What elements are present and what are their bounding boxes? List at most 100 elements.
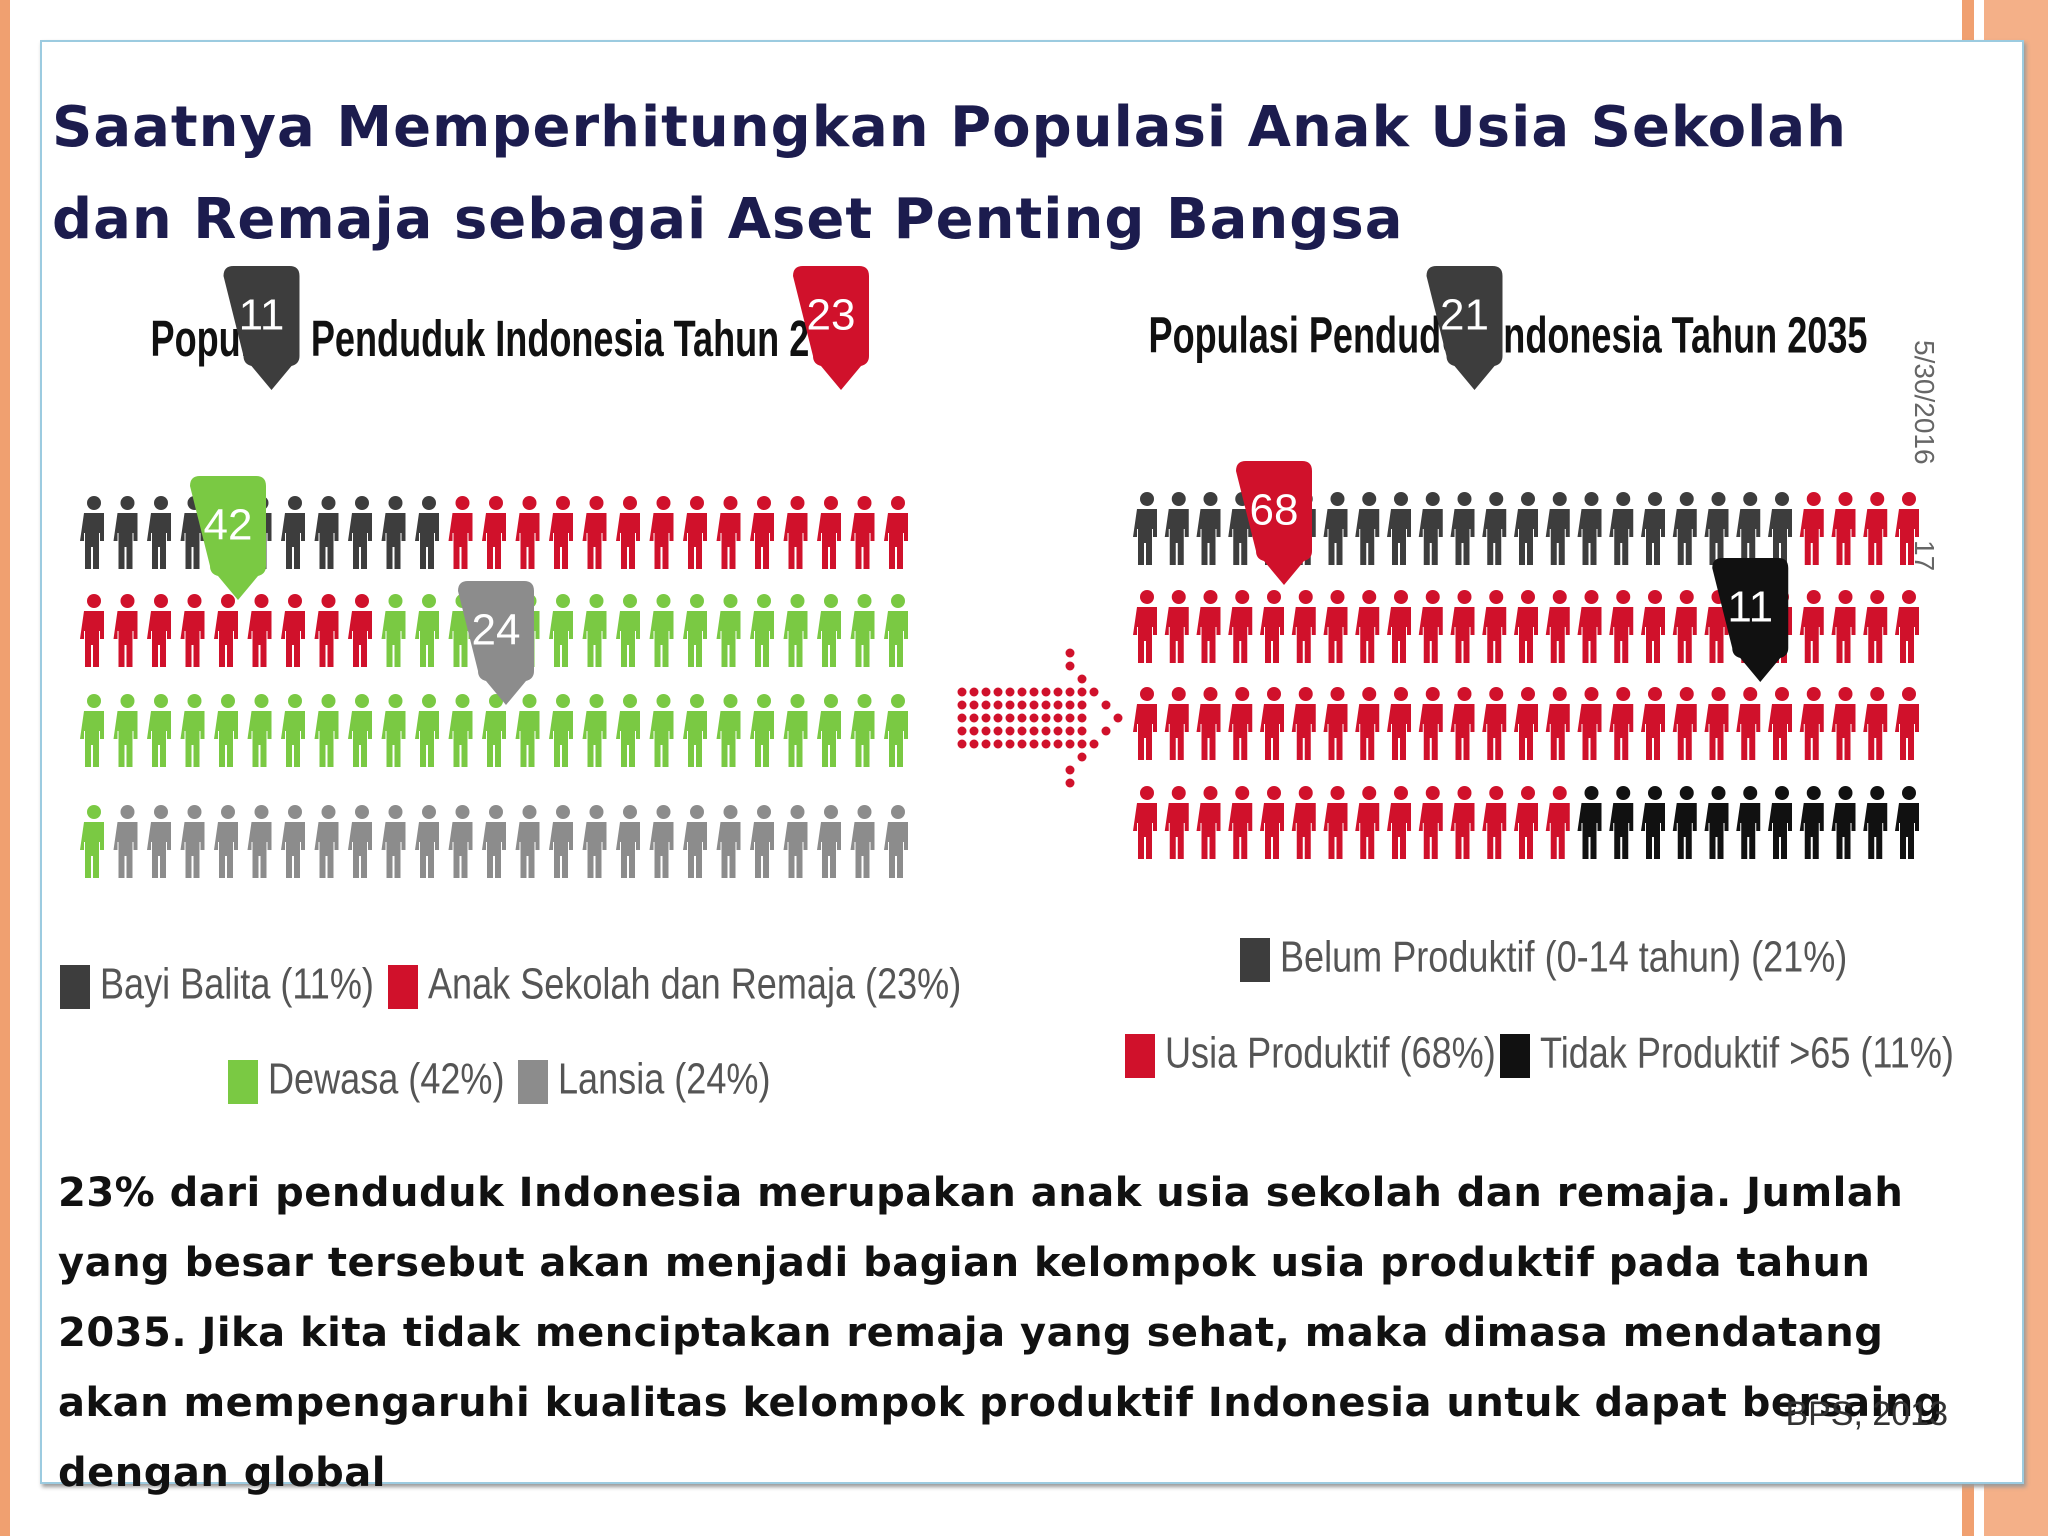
figure-head <box>824 694 838 708</box>
figure-body <box>817 611 841 667</box>
arrow-dot <box>1017 687 1027 697</box>
figure-body <box>247 822 272 878</box>
figure-head <box>1743 687 1758 701</box>
arrow-dot <box>1065 648 1075 658</box>
figure-body <box>348 711 372 767</box>
figure-body <box>850 711 875 767</box>
figure-body <box>1355 607 1380 663</box>
callout-label: 11 <box>239 291 285 340</box>
figure-body <box>1450 607 1475 663</box>
figure-head <box>757 694 771 708</box>
figure-head <box>321 805 336 819</box>
legend-label: Dewasa (42%) <box>268 1054 505 1103</box>
arrow-dot <box>1065 687 1075 697</box>
figure-body <box>1482 704 1507 760</box>
figure-body <box>1863 607 1888 663</box>
figure-body <box>1355 704 1380 760</box>
figure-head <box>1330 687 1345 701</box>
figure-body <box>1641 607 1665 663</box>
figure-body <box>616 513 640 569</box>
figure-body <box>1355 509 1380 565</box>
figure-group <box>80 496 908 667</box>
figure-head <box>723 496 738 510</box>
arrow-dot <box>1005 700 1015 710</box>
figure-body <box>716 822 741 878</box>
figure-head <box>1267 590 1281 604</box>
arrow-dot <box>993 713 1003 723</box>
figure-body <box>348 822 372 878</box>
arrow-dot <box>993 700 1003 710</box>
figure-head <box>1203 590 1218 604</box>
figure-head <box>422 496 436 510</box>
arrow-dot <box>1029 726 1039 736</box>
figure-body <box>1482 803 1507 859</box>
figure-head <box>1584 687 1599 701</box>
arrow-dot <box>1041 726 1051 736</box>
figure-body <box>1704 509 1729 565</box>
figure-head <box>623 496 637 510</box>
figure-head <box>254 594 269 608</box>
figure-body <box>482 822 506 878</box>
arrow-dot <box>1041 713 1051 723</box>
legend-label: Usia Produktif (68%) <box>1165 1028 1496 1077</box>
figure-body <box>415 822 439 878</box>
figure-body <box>1831 803 1856 859</box>
arrow-dot <box>1029 713 1039 723</box>
figure-body <box>1482 509 1507 565</box>
figure-head <box>1521 590 1535 604</box>
figure-body <box>884 513 908 569</box>
figure-head <box>1457 687 1472 701</box>
figure-head <box>1679 492 1694 506</box>
figure-head <box>790 805 805 819</box>
figure-body <box>1863 704 1888 760</box>
figure-body <box>1196 704 1221 760</box>
figure-body <box>415 513 439 569</box>
figure-body <box>1768 509 1792 565</box>
figure-body <box>1228 704 1253 760</box>
figure-body <box>683 513 707 569</box>
figure-body <box>649 711 674 767</box>
figure-body <box>314 513 339 569</box>
figure-body <box>1609 704 1634 760</box>
figure-head <box>891 594 905 608</box>
figure-head <box>1298 687 1313 701</box>
legend-label: Anak Sekolah dan Remaja (23%) <box>428 959 961 1008</box>
arrow-dot <box>1065 700 1075 710</box>
figure-head <box>522 694 537 708</box>
arrow-dot <box>969 700 979 710</box>
figure-head <box>1743 786 1758 800</box>
figure-body <box>1450 803 1475 859</box>
figure-head <box>1711 786 1726 800</box>
callout-label: 23 <box>807 291 856 340</box>
arrow-dot <box>1017 726 1027 736</box>
figure-body <box>683 711 707 767</box>
figure-body <box>716 611 741 667</box>
arrow-dot <box>1065 726 1075 736</box>
figure-head <box>757 805 771 819</box>
callout <box>1712 558 1789 682</box>
figure-body <box>1672 803 1697 859</box>
figure-head <box>1679 786 1694 800</box>
figure-head <box>1679 687 1694 701</box>
arrow-dot <box>969 713 979 723</box>
callout-label: 42 <box>204 501 253 550</box>
figure-body <box>582 711 607 767</box>
figure-head <box>589 805 604 819</box>
figure-body <box>1196 509 1221 565</box>
figure-head <box>288 694 302 708</box>
figure-body <box>381 822 406 878</box>
figure-head <box>690 496 704 510</box>
figure-head <box>288 496 302 510</box>
figure-body <box>1196 607 1221 663</box>
figure-head <box>1648 687 1662 701</box>
figure-head <box>656 694 671 708</box>
figure-head <box>824 805 838 819</box>
figure-head <box>757 496 771 510</box>
figure-head <box>589 496 604 510</box>
arrow-dot <box>981 713 991 723</box>
callout-label: 68 <box>1250 486 1299 535</box>
figure-head <box>1235 590 1250 604</box>
figure-body <box>314 822 339 878</box>
